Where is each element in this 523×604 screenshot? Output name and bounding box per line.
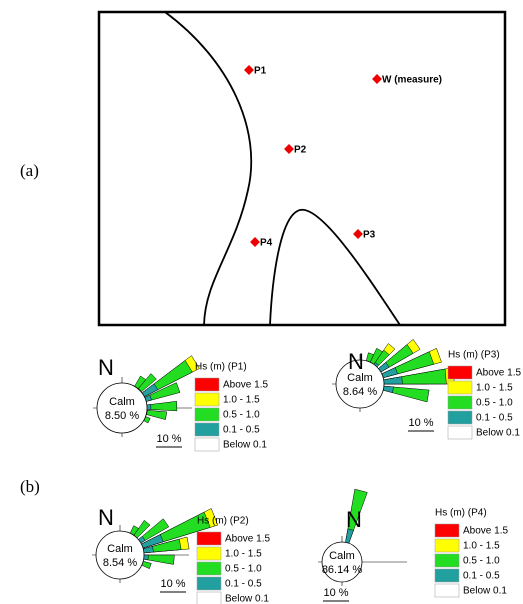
legend-label: Above 1.5 [223, 380, 268, 391]
scale-label: 10 % [160, 578, 185, 590]
legend-swatch [194, 437, 220, 452]
legend-swatch [447, 410, 473, 425]
legend-label: Below 0.1 [225, 594, 269, 604]
calm-circle [96, 382, 148, 434]
coastline [164, 11, 253, 326]
calm-value: 8.50 % [105, 410, 139, 422]
point-label: P2 [294, 145, 307, 156]
legend-swatch [194, 392, 220, 407]
point-marker [353, 229, 363, 239]
legend-label: 0.1 - 0.5 [225, 579, 262, 590]
legend-label: Below 0.1 [463, 586, 507, 597]
calm-value: 86.14 % [322, 564, 363, 576]
legend-swatch [447, 425, 473, 440]
legend-title: Hs (m) (P3) [448, 350, 500, 361]
point-label: P4 [260, 238, 273, 249]
calm-label: Calm [109, 396, 135, 408]
legend-swatch [196, 531, 222, 546]
point-marker [284, 144, 294, 154]
point-marker [244, 65, 254, 75]
legend-label: 0.1 - 0.5 [476, 413, 513, 424]
legend-swatch [434, 523, 460, 538]
point-marker [250, 237, 260, 247]
calm-circle [95, 530, 145, 580]
legend-label: Below 0.1 [223, 440, 267, 451]
legend-swatch [196, 561, 222, 576]
calm-value: 8.64 % [343, 386, 377, 398]
scale-label: 10 % [323, 587, 348, 599]
legend-label: 1.0 - 1.5 [476, 383, 513, 394]
scale-label: 10 % [156, 433, 181, 445]
legend-swatch [434, 568, 460, 583]
legend-label: 0.5 - 1.0 [476, 398, 513, 409]
legend-label: Below 0.1 [476, 428, 520, 439]
scale-label: 10 % [408, 417, 433, 429]
legend-label: 1.0 - 1.5 [223, 395, 260, 406]
legend-label: 1.0 - 1.5 [463, 541, 500, 552]
calm-value: 8.54 % [103, 557, 137, 569]
legend-label: 0.1 - 0.5 [223, 425, 260, 436]
coastline [269, 209, 401, 326]
legend-swatch [194, 407, 220, 422]
legend-label: 0.1 - 0.5 [463, 571, 500, 582]
point-label: P1 [254, 66, 267, 77]
panel-label: (a) [20, 161, 39, 180]
north-label: N [348, 349, 364, 374]
legend-label: 0.5 - 1.0 [225, 564, 262, 575]
calm-label: Calm [347, 372, 373, 384]
legend-label: 0.5 - 1.0 [223, 410, 260, 421]
north-label: N [98, 355, 114, 380]
legend-swatch [194, 377, 220, 392]
north-label: N [346, 507, 362, 532]
legend-swatch [194, 422, 220, 437]
north-label: N [98, 505, 114, 530]
legend-label: Above 1.5 [463, 526, 508, 537]
legend-swatch [196, 546, 222, 561]
calm-label: Calm [329, 550, 355, 562]
point-label: W (measure) [382, 75, 442, 86]
legend-swatch [434, 553, 460, 568]
legend-swatch [196, 591, 222, 604]
legend-label: Above 1.5 [476, 368, 521, 379]
legend-title: Hs (m) (P2) [197, 516, 249, 527]
calm-circle [321, 541, 363, 583]
legend-swatch [447, 380, 473, 395]
map-frame [97, 10, 507, 327]
legend-swatch [434, 583, 460, 598]
legend-swatch [447, 395, 473, 410]
point-label: P3 [363, 230, 376, 241]
legend-swatch [434, 538, 460, 553]
calm-label: Calm [107, 543, 133, 555]
calm-circle [335, 359, 385, 409]
legend-title: Hs (m) (P4) [435, 508, 487, 519]
legend-swatch [447, 365, 473, 380]
legend-label: 1.0 - 1.5 [225, 549, 262, 560]
panel-label: (b) [20, 477, 40, 496]
legend-swatch [196, 576, 222, 591]
legend-title: Hs (m) (P1) [195, 362, 247, 373]
legend-label: Above 1.5 [225, 534, 270, 545]
legend-label: 0.5 - 1.0 [463, 556, 500, 567]
